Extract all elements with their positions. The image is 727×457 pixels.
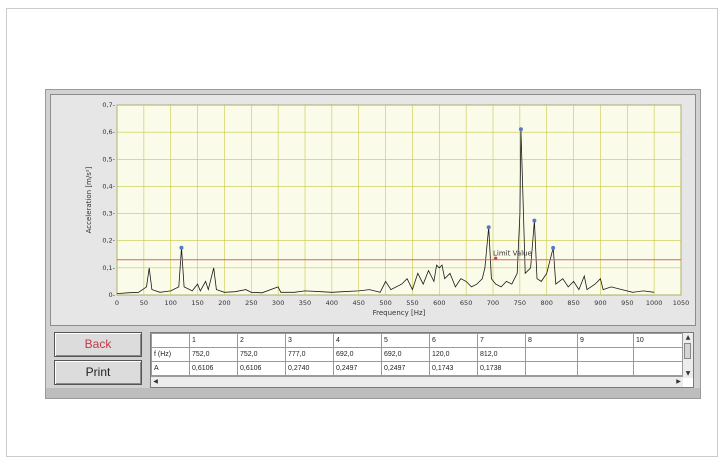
y-tick-label: 0,4- — [102, 182, 115, 190]
x-tick-label: 800 — [541, 299, 553, 307]
table-cell — [525, 361, 578, 376]
x-tick-label: 450 — [353, 299, 365, 307]
column-header: 10 — [633, 333, 688, 348]
table-cell: 120,0 — [429, 347, 478, 362]
peak-marker — [486, 225, 491, 230]
table-cell: 0,2740 — [285, 361, 334, 376]
y-tick-label: 0,7- — [102, 101, 115, 109]
table-cell: 0,6106 — [189, 361, 238, 376]
x-tick-label: 500 — [379, 299, 391, 307]
peak-marker — [518, 127, 523, 132]
peak-marker — [179, 245, 184, 250]
column-header: 9 — [577, 333, 634, 348]
column-header: 2 — [237, 333, 286, 348]
scroll-down-icon[interactable]: ▼ — [685, 370, 691, 377]
table-cell — [577, 361, 634, 376]
table-cell: 692,0 — [333, 347, 382, 362]
results-grid: 1 2 3 4 5 6 7 8 9 10 f (Hz) 752,0 752,0 777,0 692,0 692… — [151, 333, 688, 376]
limit-value-label: Limit Value — [493, 250, 532, 258]
column-header — [151, 333, 190, 348]
table-horizontal-scrollbar[interactable]: ◀ ▶ — [151, 376, 683, 387]
scroll-left-icon[interactable]: ◀ — [153, 378, 158, 385]
x-tick-label: 550 — [406, 299, 418, 307]
column-header: 8 — [525, 333, 578, 348]
table-cell: 777,0 — [285, 347, 334, 362]
table-cell: 752,0 — [189, 347, 238, 362]
table-row: f (Hz) 752,0 752,0 777,0 692,0 692,0 120,0 812,… — [151, 347, 688, 362]
column-header: 5 — [381, 333, 430, 348]
x-tick-label: 200 — [218, 299, 230, 307]
table-header-row: 1 2 3 4 5 6 7 8 9 10 — [151, 333, 688, 348]
x-tick-label: 850 — [567, 299, 579, 307]
plot-area — [116, 104, 682, 296]
table-cell — [633, 347, 688, 362]
table-cell: 752,0 — [237, 347, 286, 362]
spectrum-chart-frame: 0 50 100 150 200 250 300 350 400 450 500 550 600 650 7… — [50, 94, 696, 326]
table-vertical-scrollbar[interactable]: ▲ ▼ — [682, 333, 693, 378]
limit-value-marker — [494, 256, 498, 260]
x-tick-label: 1000 — [646, 299, 663, 307]
scroll-up-icon[interactable]: ▲ — [685, 334, 691, 341]
spectrum-series — [116, 129, 655, 294]
x-tick-label: 300 — [272, 299, 284, 307]
peak-marker — [551, 245, 556, 250]
table-row: A 0,6106 0,6106 0,2740 0,2497 0,2497 0,1743 0,1… — [151, 361, 688, 376]
x-tick-label: 250 — [245, 299, 257, 307]
back-button[interactable]: Back — [54, 332, 142, 357]
spectrum-chart: 0 50 100 150 200 250 300 350 400 450 500 550 600 650 7… — [85, 101, 690, 317]
column-header: 1 — [189, 333, 238, 348]
results-table[interactable]: 1 2 3 4 5 6 7 8 9 10 f (Hz) 752,0 752,0 777,0 692,0 692… — [150, 332, 694, 388]
x-tick-label: 950 — [621, 299, 633, 307]
x-tick-label: 700 — [487, 299, 499, 307]
table-cell: 0,6106 — [237, 361, 286, 376]
x-tick-label: 650 — [460, 299, 472, 307]
analysis-panel: 0 50 100 150 200 250 300 350 400 450 500 550 600 650 7… — [45, 89, 701, 399]
panel-footer — [46, 388, 700, 398]
row-label: A — [151, 361, 190, 376]
table-cell: 692,0 — [381, 347, 430, 362]
x-tick-label: 900 — [594, 299, 606, 307]
x-tick-label: 100 — [165, 299, 177, 307]
column-header: 7 — [477, 333, 526, 348]
y-tick-label: 0,1- — [102, 264, 115, 272]
table-cell: 0,1743 — [429, 361, 478, 376]
print-button[interactable]: Print — [54, 360, 142, 385]
table-cell: 0,2497 — [381, 361, 430, 376]
vertical-scroll-thumb[interactable] — [684, 343, 691, 359]
y-tick-label: 0,3- — [102, 210, 115, 218]
column-header: 3 — [285, 333, 334, 348]
y-tick-label: 0,2- — [102, 237, 115, 245]
table-cell — [577, 347, 634, 362]
table-cell — [633, 361, 688, 376]
table-cell — [525, 347, 578, 362]
x-tick-label: 1050 — [673, 299, 690, 307]
row-label: f (Hz) — [151, 347, 190, 362]
y-axis-label: Acceleration [m/s²] — [85, 166, 93, 233]
table-cell: 0,1738 — [477, 361, 526, 376]
window-frame: 0 50 100 150 200 250 300 350 400 450 500 550 600 650 7… — [6, 8, 718, 457]
column-header: 4 — [333, 333, 382, 348]
x-tick-label: 350 — [299, 299, 311, 307]
peak-marker — [532, 218, 537, 223]
table-cell: 812,0 — [477, 347, 526, 362]
scroll-right-icon[interactable]: ▶ — [676, 378, 681, 385]
y-tick-label: 0,6- — [102, 128, 115, 136]
x-axis-label: Frequency [Hz] — [373, 309, 426, 317]
x-tick-label: 400 — [326, 299, 338, 307]
x-tick-label: 750 — [514, 299, 526, 307]
table-cell: 0,2497 — [333, 361, 382, 376]
x-tick-label: 600 — [433, 299, 445, 307]
x-tick-label: 50 — [140, 299, 148, 307]
x-tick-label: 0 — [115, 299, 119, 307]
y-tick-label: 0- — [109, 291, 116, 299]
x-tick-label: 150 — [191, 299, 203, 307]
column-header: 6 — [429, 333, 478, 348]
y-tick-label: 0,5- — [102, 155, 115, 163]
